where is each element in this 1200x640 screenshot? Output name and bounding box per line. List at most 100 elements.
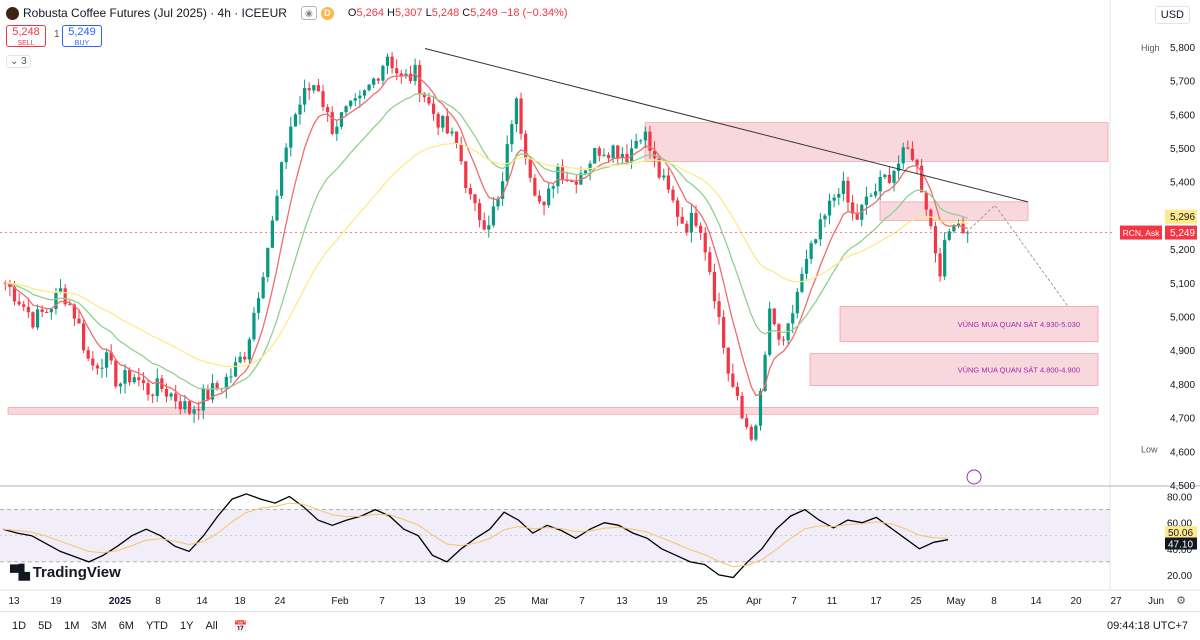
candle-body [233,362,238,377]
candle-body [832,197,836,201]
currency-label: USD [1160,9,1184,21]
candle-body [897,163,901,171]
candle-body [795,291,799,314]
candle-body [155,378,159,396]
candle-body [192,409,196,414]
time-tick-label: 13 [8,596,20,607]
candle-body [72,304,76,319]
candle-body [187,401,192,414]
candle-body [436,113,440,128]
symbol-title[interactable]: Robusta Coffee Futures (Jul 2025) · 4h ·… [23,6,287,20]
close-value: 5,249 [470,7,498,19]
time-tick-label: 8 [155,596,161,607]
candle-body [887,174,892,183]
candle-body [206,388,210,400]
timeframe-1y[interactable]: 1Y [179,620,194,632]
rsi-tick-label: 80.00 [1167,493,1192,504]
sell-button[interactable]: 5,248 SELL [6,25,46,47]
candle-body [850,202,855,214]
candle-body [284,147,288,163]
candle-body [883,174,887,177]
candle-body [63,288,67,305]
buy-zone-rect [7,407,1099,415]
candle-body [114,360,118,387]
rsi-value-bg [1165,537,1197,550]
candle-body [505,144,509,182]
buy-button[interactable]: 5,249 BUY [62,25,102,47]
timeframe-3m[interactable]: 3M [91,620,107,632]
candle-body [745,418,749,427]
candle-body [689,212,694,233]
buy-label: BUY [74,40,90,47]
candle-body [298,104,302,115]
time-tick-label: 25 [696,596,708,607]
candle-body [372,78,376,85]
candle-body [556,165,560,187]
candle-body [427,97,431,104]
rsi-tick-label: 20.00 [1167,571,1192,582]
data-badge-icon[interactable]: D [320,6,334,20]
timeframe-5d[interactable]: 5D [38,620,53,632]
candle-body [629,148,634,163]
price-chart[interactable]: 4,500 4,600 4,700 4,800 4,900 5,000 5,100 5,200… [0,0,1200,611]
candle-body [671,189,675,201]
candle-body [583,170,588,174]
price-tick-label: 5,200 [1170,245,1195,256]
candle-body [141,380,146,384]
rsi-tick-label: 40.00 [1167,545,1192,556]
timeframe-ytd[interactable]: YTD [145,620,168,632]
timeframe-6m[interactable]: 6M [118,620,134,632]
candle-body [735,386,740,396]
rsi-signal-bg [1165,526,1197,539]
chart-header: Robusta Coffee Futures (Jul 2025) · 4h ·… [6,4,568,22]
candle-body [915,159,919,166]
candle-body [45,311,49,313]
candle-body [326,107,330,113]
candle-body [823,215,827,220]
candle-body [482,220,486,230]
indicator-toggle[interactable]: ⌄ 3 [6,55,31,68]
candle-body [385,56,390,66]
candle-body [570,180,574,182]
candle-body [238,356,242,363]
candle-body [920,165,924,193]
candle-body [952,225,956,232]
price-tick-label: 5,100 [1170,279,1195,290]
candle-body [86,350,90,359]
candle-body [685,223,689,233]
spread-value: 1 [54,29,60,40]
tradingview-logo-icon: ▀▙ [10,564,30,580]
zone-label: VÙNG MUA QUAN SÁT 4.800-4.900 [958,366,1080,375]
timeframe-1m[interactable]: 1M [64,620,80,632]
rsi-signal-line [2,502,949,568]
calendar-icon[interactable]: 📅 [233,620,248,633]
candle-body [947,231,951,240]
tradingview-watermark: ▀▙ TradingView [10,564,121,581]
currency-selector[interactable]: USD [1154,6,1190,24]
candle-body [349,100,353,107]
candle-body [54,292,58,309]
gear-icon[interactable]: ⚙ [1176,595,1186,607]
candle-body [275,195,279,221]
high-value: 5,307 [395,7,423,19]
candle-body [501,181,505,199]
candle-body [104,352,109,368]
candle-body [390,56,394,69]
candle-body [924,192,928,210]
timeframe-1d[interactable]: 1D [12,620,27,632]
candle-body [791,313,795,324]
candle-body [151,394,155,396]
candle-body [358,95,362,99]
candle-body [146,383,150,395]
time-tick-label: 19 [454,596,466,607]
time-tick-label: 8 [991,596,997,607]
eye-icon[interactable]: ◉ [300,6,317,20]
timeframe-all[interactable]: All [205,620,218,632]
projection-path [969,204,1069,307]
time-tick-label: 11 [827,596,838,607]
candle-body [450,131,454,134]
time-tick-label: Jun [1148,596,1164,607]
ema-mid-line [5,93,968,391]
time-tick-label: Feb [331,596,349,607]
candle-body [178,401,182,410]
